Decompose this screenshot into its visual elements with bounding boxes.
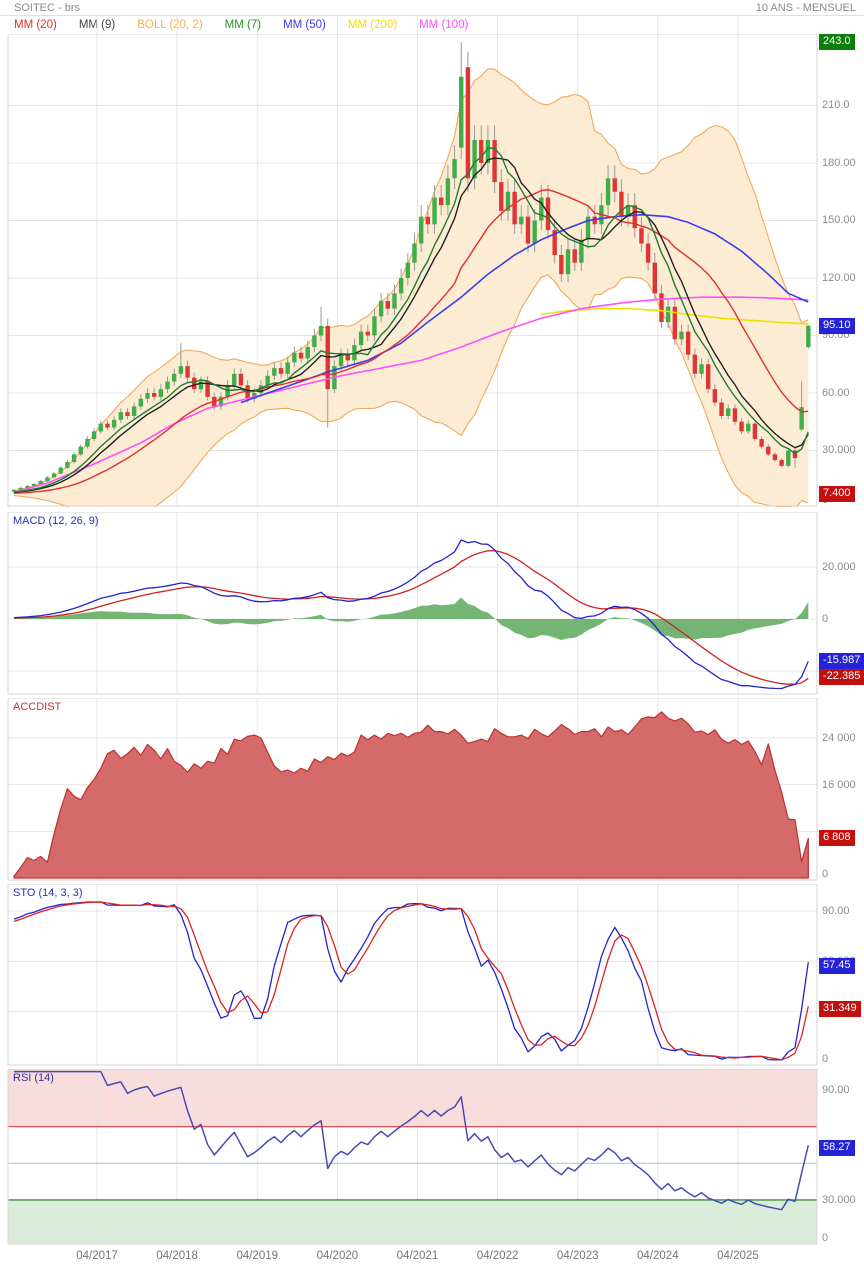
price-value-badge: 7.400	[819, 485, 855, 502]
sto-value-badge: 57.45	[819, 957, 855, 974]
accdist-panel-title: ACCDIST	[13, 701, 62, 713]
rsi-value-badge: 58.27	[819, 1140, 855, 1157]
x-axis-year-label: 04/2023	[556, 1250, 599, 1262]
x-axis-year-label: 04/2019	[236, 1250, 279, 1262]
price-axis-label: 60.00	[822, 386, 850, 399]
price-value-badge: 243.0	[819, 34, 855, 51]
price-value-badge: 95.10	[819, 317, 855, 334]
rsi-chart	[7, 1069, 818, 1245]
rsi-axis-label: 0	[822, 1232, 829, 1244]
sto-axis-label: 0	[822, 1053, 829, 1065]
price-chart	[7, 34, 818, 507]
rsi-axis-label: 30.000	[822, 1193, 856, 1206]
price-axis-label: 30.000	[822, 444, 856, 457]
acc-axis-label: 0	[822, 868, 829, 880]
macd-axis-label: 20.000	[822, 561, 856, 573]
macd-chart	[7, 512, 818, 695]
legend-item-boll-20-2[interactable]: BOLL (20, 2)	[137, 19, 203, 31]
x-axis-year-label: 04/2020	[316, 1250, 359, 1262]
acc-axis-label: 24 000	[822, 732, 856, 744]
macd-panel-title: MACD (12, 26, 9)	[13, 515, 99, 527]
price-axis-label: 210.0	[822, 99, 850, 112]
price-axis-label: 150.00	[822, 214, 856, 227]
x-axis-year-label: 04/2022	[476, 1250, 519, 1262]
rsi-panel-title: RSI (14)	[13, 1072, 54, 1084]
macd-axis-label: 0	[822, 613, 829, 625]
legend-item-mm-7[interactable]: MM (7)	[224, 19, 262, 31]
legend-item-mm-20[interactable]: MM (20)	[14, 19, 57, 31]
macd-value-badge: -22.385	[819, 669, 864, 686]
x-axis-year-label: 04/2017	[76, 1250, 118, 1262]
page-title: SOITEC - brs	[14, 2, 81, 14]
x-axis-year-label: 04/2018	[156, 1250, 198, 1262]
legend-item-mm-200[interactable]: MM (200)	[347, 19, 398, 31]
sto-panel-title: STO (14, 3, 3)	[13, 887, 83, 899]
acc-value-badge: 6 808	[819, 830, 855, 847]
macd-value-badge: -15.987	[819, 652, 864, 669]
legend-grid-strip	[96, 15, 739, 34]
sto-chart	[7, 884, 818, 1066]
period-label: 10 ANS - MENSUEL	[755, 2, 856, 14]
legend-item-mm-100[interactable]: MM (100)	[419, 19, 469, 31]
acc-axis-label: 16 000	[822, 778, 856, 791]
rsi-axis-label: 90.00	[822, 1083, 850, 1096]
header: SOITEC - brs 10 ANS - MENSUEL	[0, 1, 864, 15]
legend-item-mm-50[interactable]: MM (50)	[283, 19, 326, 31]
x-axis-year-label: 04/2024	[637, 1250, 679, 1262]
x-axis-year-label: 04/2021	[396, 1250, 439, 1262]
price-axis-label: 180.00	[822, 156, 856, 169]
sto-value-badge: 31.349	[819, 1001, 861, 1018]
price-axis-label: 120.00	[822, 271, 856, 284]
sto-axis-label: 90.00	[822, 904, 850, 917]
acc-chart	[7, 698, 818, 881]
x-axis-year-label: 04/2025	[717, 1250, 759, 1262]
